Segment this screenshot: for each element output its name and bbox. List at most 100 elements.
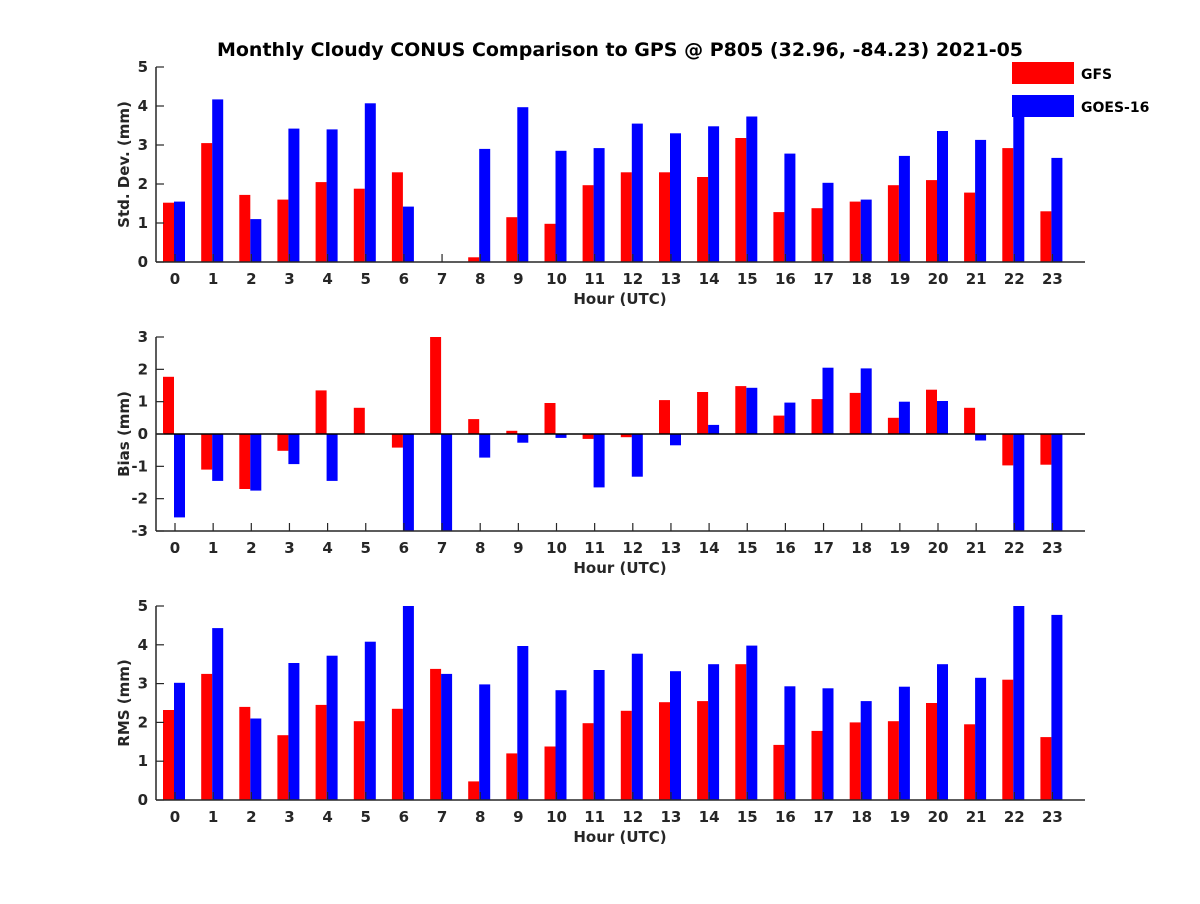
bar-p2-gfs-7 (430, 669, 441, 800)
bar-p1-goes16-16 (784, 403, 795, 434)
bar-p2-gfs-11 (583, 723, 594, 800)
x-tick-label-p2-6: 6 (399, 808, 409, 826)
bar-p2-gfs-12 (621, 711, 632, 800)
x-tick-label-p2-10: 10 (546, 808, 567, 826)
bar-p2-gfs-4 (316, 705, 327, 800)
x-tick-label-p1-8: 8 (475, 539, 485, 557)
bar-p1-gfs-2 (239, 434, 250, 489)
x-tick-label-p0-6: 6 (399, 270, 409, 288)
bar-p2-goes16-4 (327, 656, 338, 800)
bar-p0-gfs-16 (773, 212, 784, 262)
bar-p1-gfs-5 (354, 408, 365, 434)
y-tick-label-p0-3: 3 (138, 136, 148, 154)
bar-p2-gfs-5 (354, 721, 365, 800)
bar-p1-goes16-1 (212, 434, 223, 481)
bar-p0-gfs-19 (888, 185, 899, 262)
bar-p2-goes16-16 (784, 686, 795, 800)
x-tick-label-p0-21: 21 (966, 270, 987, 288)
bar-p2-goes16-18 (861, 701, 872, 800)
y-tick-label-p2-3: 3 (138, 675, 148, 693)
bar-p2-goes16-5 (365, 642, 376, 800)
bar-p0-gfs-2 (239, 195, 250, 262)
bar-p1-gfs-3 (277, 434, 288, 451)
bar-p0-goes16-20 (937, 131, 948, 262)
bar-p0-goes16-6 (403, 207, 414, 262)
y-tick-label-p2-5: 5 (138, 597, 148, 615)
bar-p1-gfs-22 (1002, 434, 1013, 465)
legend-label-gfs: GFS (1081, 67, 1112, 83)
bar-p2-goes16-23 (1051, 615, 1062, 800)
bar-p1-gfs-7 (430, 337, 441, 434)
bar-p0-gfs-1 (201, 143, 212, 262)
bar-p0-goes16-21 (975, 140, 986, 262)
bar-p0-goes16-3 (288, 129, 299, 262)
bar-p1-gfs-6 (392, 434, 403, 448)
x-tick-label-p1-0: 0 (170, 539, 180, 557)
x-tick-label-p1-6: 6 (399, 539, 409, 557)
bar-p2-gfs-16 (773, 745, 784, 800)
x-tick-label-p0-11: 11 (584, 270, 605, 288)
x-tick-label-p0-12: 12 (622, 270, 643, 288)
bar-p0-gfs-6 (392, 172, 403, 262)
bar-p2-gfs-21 (964, 724, 975, 800)
y-tick-label-p1-0: 0 (138, 425, 148, 443)
bar-p2-gfs-8 (468, 781, 479, 800)
bar-p2-goes16-6 (403, 606, 414, 800)
bar-p0-gfs-12 (621, 172, 632, 262)
bar-p2-gfs-0 (163, 710, 174, 800)
bar-p1-goes16-2 (250, 434, 261, 491)
x-tick-label-p1-20: 20 (928, 539, 949, 557)
x-tick-label-p0-0: 0 (170, 270, 180, 288)
x-tick-label-p1-9: 9 (513, 539, 523, 557)
bar-p2-gfs-9 (506, 753, 517, 800)
bar-p1-gfs-8 (468, 419, 479, 434)
bar-p0-gfs-3 (277, 200, 288, 262)
x-tick-label-p2-12: 12 (622, 808, 643, 826)
bar-p1-gfs-1 (201, 434, 212, 470)
bar-p1-goes16-0 (174, 434, 185, 517)
bar-p0-goes16-11 (594, 148, 605, 262)
bar-p1-goes16-13 (670, 434, 681, 445)
bar-p0-goes16-2 (250, 219, 261, 262)
y-tick-label-p0-4: 4 (138, 97, 148, 115)
bar-p2-gfs-22 (1002, 680, 1013, 800)
bar-p0-gfs-23 (1040, 211, 1051, 262)
bar-p0-goes16-22 (1013, 100, 1024, 262)
bar-p0-gfs-22 (1002, 148, 1013, 262)
bar-p1-goes16-20 (937, 401, 948, 434)
bar-p2-gfs-15 (735, 664, 746, 800)
bar-p1-gfs-0 (163, 377, 174, 434)
y-tick-label-p1-3: 3 (138, 328, 148, 346)
x-tick-label-p2-23: 23 (1042, 808, 1063, 826)
x-tick-label-p0-19: 19 (889, 270, 910, 288)
bar-p1-gfs-23 (1040, 434, 1051, 465)
x-tick-label-p2-14: 14 (699, 808, 720, 826)
y-tick-label-p1--1: -1 (131, 457, 148, 475)
bar-p0-goes16-16 (784, 154, 795, 262)
chart-title: Monthly Cloudy CONUS Comparison to GPS @… (217, 39, 1023, 61)
bar-p0-goes16-10 (556, 151, 567, 262)
bar-p0-goes16-12 (632, 124, 643, 262)
bar-p1-gfs-21 (964, 408, 975, 434)
y-tick-label-p0-5: 5 (138, 58, 148, 76)
bar-p2-goes16-19 (899, 687, 910, 800)
bar-p1-gfs-14 (697, 392, 708, 434)
x-tick-label-p0-20: 20 (928, 270, 949, 288)
bar-p2-gfs-23 (1040, 737, 1051, 800)
bar-p0-goes16-0 (174, 202, 185, 262)
x-tick-label-p0-7: 7 (437, 270, 447, 288)
x-tick-label-p0-1: 1 (208, 270, 218, 288)
bar-p2-goes16-7 (441, 674, 452, 800)
x-tick-label-p1-7: 7 (437, 539, 447, 557)
x-tick-label-p2-16: 16 (775, 808, 796, 826)
x-tick-label-p0-17: 17 (813, 270, 834, 288)
bar-p0-gfs-20 (926, 180, 937, 262)
x-tick-label-p2-21: 21 (966, 808, 987, 826)
bar-p0-goes16-1 (212, 99, 223, 262)
bar-p0-gfs-17 (812, 208, 823, 262)
x-axis-label-p2: Hour (UTC) (573, 828, 666, 846)
